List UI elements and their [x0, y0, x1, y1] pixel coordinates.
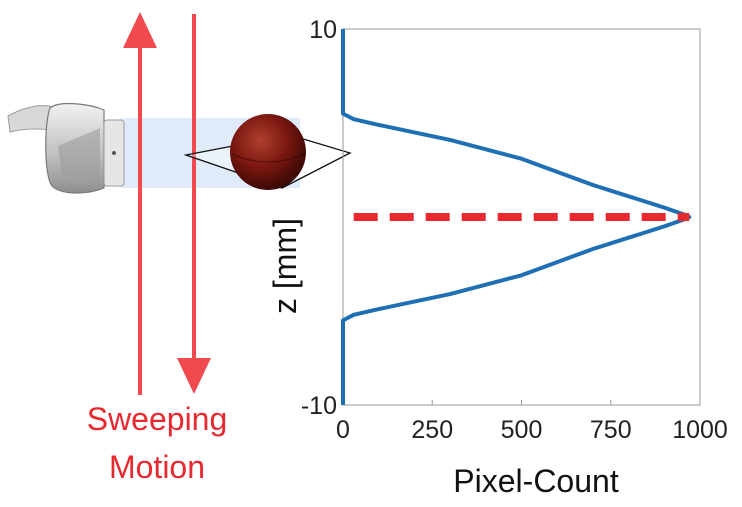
y-tick-label: 10	[309, 16, 337, 44]
arrow-up-icon	[123, 12, 157, 395]
motion-label-line1: Sweeping	[87, 401, 228, 437]
x-tick-label: 1000	[672, 416, 728, 444]
x-tick-label: 500	[501, 416, 543, 444]
series-line-pixel-count	[341, 29, 692, 405]
ultrasound-probe-icon	[7, 102, 125, 194]
x-tick-label: 0	[336, 416, 350, 444]
motion-label-line2: Motion	[109, 449, 205, 485]
target-sphere-icon	[230, 114, 306, 190]
x-tick-label: 750	[590, 416, 632, 444]
y-axis-title: z [mm]	[267, 218, 303, 314]
y-tick-label: -10	[301, 392, 337, 420]
arrow-down-icon	[177, 14, 211, 394]
y-axis: -10 10	[301, 16, 337, 420]
pixel-count-chart: 0 250 500 750 1000 -10 10 Pixel-Count z [mm]	[267, 16, 728, 499]
x-axis: 0 250 500 750 1000	[336, 400, 728, 444]
x-tick-label: 250	[411, 416, 453, 444]
x-axis-title: Pixel-Count	[453, 463, 619, 499]
